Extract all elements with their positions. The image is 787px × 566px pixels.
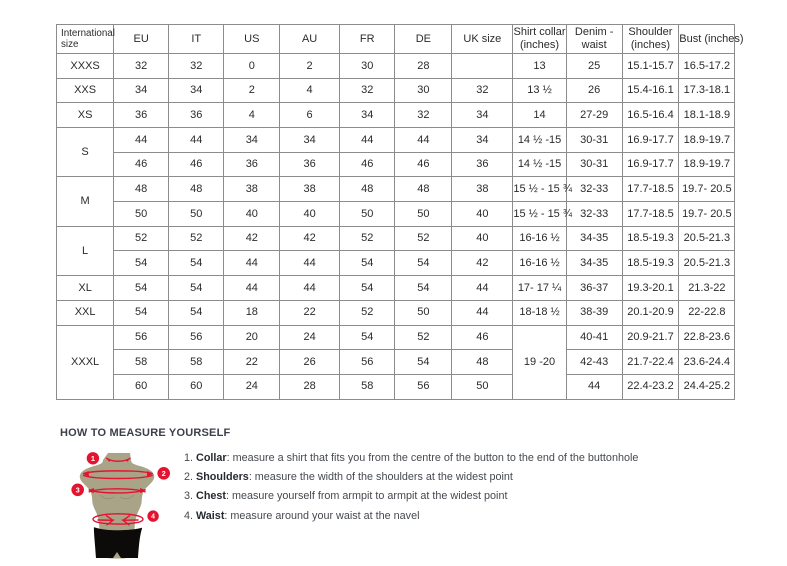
svg-text:4: 4 (151, 514, 155, 521)
svg-text:1: 1 (91, 454, 95, 463)
svg-text:3: 3 (76, 486, 80, 495)
svg-text:2: 2 (162, 469, 166, 478)
